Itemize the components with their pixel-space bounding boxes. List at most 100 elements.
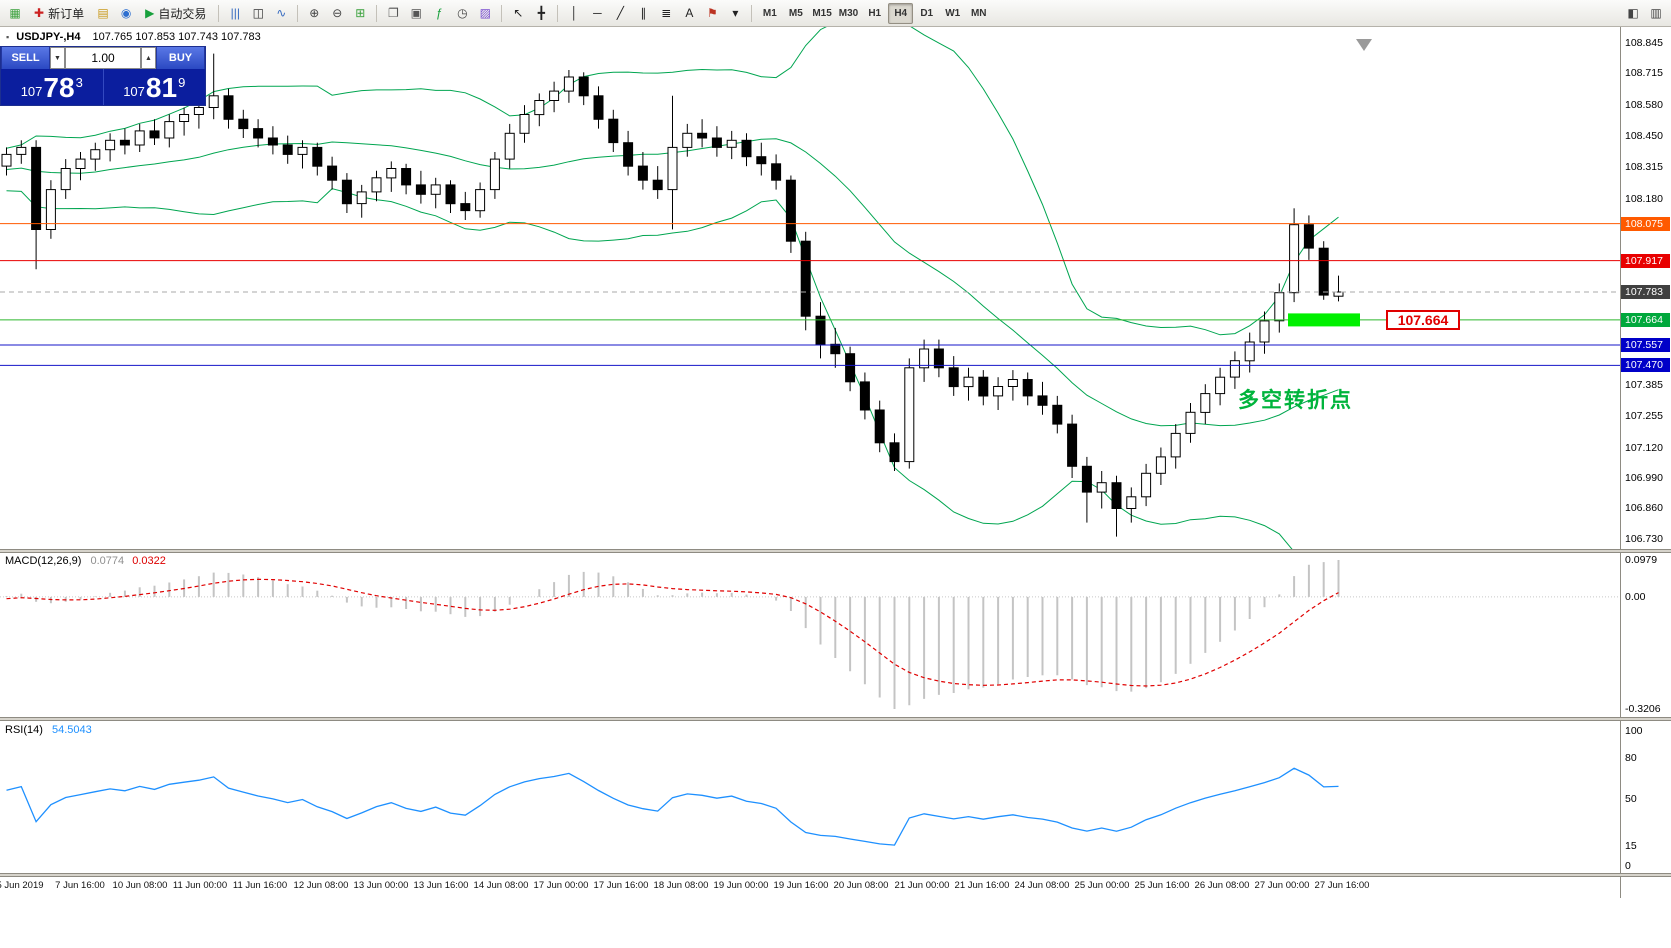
candle-body: [445, 184, 456, 205]
bar-chart-button-icon: |||: [230, 6, 240, 20]
toolbar-separator: [218, 4, 220, 22]
candle-body: [711, 137, 722, 148]
candle-body: [771, 163, 782, 181]
profiles-button[interactable]: ▤: [92, 3, 114, 24]
timeframe-h4[interactable]: H4: [888, 2, 914, 24]
timeframe-w1[interactable]: W1: [945, 7, 961, 19]
horizontal-line-button[interactable]: ─: [586, 3, 608, 24]
candle-body: [401, 168, 412, 186]
price-flag[interactable]: 107.664: [1386, 310, 1460, 330]
candlestick-chart-button[interactable]: ◫: [247, 3, 269, 24]
candle-body: [623, 142, 634, 167]
market-watch-button-icon: ◉: [120, 6, 132, 20]
candle-body: [1274, 292, 1285, 322]
price-axis-line: [1620, 27, 1621, 898]
rsi-panel[interactable]: [0, 721, 1671, 873]
candle-body: [489, 158, 500, 191]
timeframe-m30[interactable]: M30: [838, 7, 859, 19]
highlight-zone[interactable]: [1288, 313, 1360, 327]
vertical-line-button-icon: │: [570, 6, 579, 20]
text-button[interactable]: A: [678, 3, 700, 24]
annotation-text[interactable]: 多空转折点: [1238, 389, 1353, 412]
timeframe-h1[interactable]: H1: [868, 7, 882, 19]
new-order-button[interactable]: ✚ 新订单: [27, 3, 91, 24]
toolbar-right: ◧ ▥: [1622, 3, 1667, 24]
macd-signal-line: [6, 578, 1339, 687]
trendline-button[interactable]: ╱: [609, 3, 631, 24]
macd-axis-value: -0.3206: [1625, 703, 1661, 715]
lot-decrease-button[interactable]: ▼: [50, 47, 65, 69]
timeframe-d1[interactable]: D1: [920, 7, 934, 19]
market-watch-button[interactable]: ◉: [115, 3, 137, 24]
new-chart-button[interactable]: ▦: [4, 3, 26, 24]
panel-splitter[interactable]: [0, 549, 1671, 553]
cursor-button[interactable]: ↖: [507, 3, 529, 24]
periods-button[interactable]: ◷: [451, 3, 473, 24]
buy-button[interactable]: BUY: [156, 47, 205, 69]
price-badge-107.783: 107.783: [1621, 285, 1670, 299]
vertical-line-button[interactable]: │: [563, 3, 585, 24]
price-tick: 106.990: [1625, 472, 1663, 484]
buy-price[interactable]: 107 81 9: [102, 69, 206, 105]
candle-body: [1052, 404, 1063, 425]
candle-body: [356, 191, 367, 205]
main-chart[interactable]: [0, 27, 1671, 549]
trendline-button-icon: ╱: [616, 6, 624, 20]
toolbar-separator: [557, 4, 559, 22]
sell-button[interactable]: SELL: [1, 47, 50, 69]
arrow-label-button[interactable]: ⚑: [701, 3, 723, 24]
algo-trading-button[interactable]: ▶ 自动交易: [138, 3, 213, 24]
line-chart-button[interactable]: ∿: [270, 3, 292, 24]
lot-size-input[interactable]: [65, 47, 141, 69]
candle-body: [919, 348, 930, 369]
zoom-out-button[interactable]: ⊖: [326, 3, 348, 24]
candle-body: [933, 348, 944, 369]
candle-body: [1067, 423, 1078, 467]
lot-increase-button[interactable]: ▲: [141, 47, 156, 69]
cascade-windows-button[interactable]: ▣: [405, 3, 427, 24]
candle-body: [105, 139, 116, 151]
candle-body: [238, 118, 249, 130]
timeframe-m1[interactable]: M1: [762, 7, 777, 19]
time-label: 10 Jun 08:00: [112, 880, 168, 891]
tile-windows-button[interactable]: ⊞: [349, 3, 371, 24]
arrange-windows-button[interactable]: ❐: [382, 3, 404, 24]
zoom-in-button-icon: ⊕: [309, 6, 320, 20]
templates-button[interactable]: ▨: [474, 3, 496, 24]
candle-body: [874, 409, 885, 444]
channel-button[interactable]: ∥: [632, 3, 654, 24]
panel-splitter[interactable]: [0, 873, 1671, 877]
panel-splitter[interactable]: [0, 717, 1671, 721]
candle-body: [16, 146, 27, 155]
candle-body: [948, 367, 959, 388]
candle-body: [297, 146, 308, 155]
fibonacci-button[interactable]: ≣: [655, 3, 677, 24]
layout-button[interactable]: ▥: [1645, 3, 1667, 24]
one-click-trading-panel: SELL ▼ ▲ BUY 107 78 3 107 81 9: [0, 46, 206, 106]
macd-label: MACD(12,26,9): [5, 555, 82, 567]
toolbar: ▦ ✚ 新订单 ▤ ◉ ▶ 自动交易 ||| ◫ ∿ ⊕ ⊖ ⊞ ❐ ▣ ƒ ◷ ▨ ↖ ╋ │ ─ ╱ ∥ ≣ A ⚑ ▾ M1 M5 M…: [0, 0, 1671, 27]
timeframe-m15[interactable]: M15: [812, 7, 832, 19]
indicators-button[interactable]: ƒ: [428, 3, 450, 24]
candle-body: [682, 132, 693, 148]
candle-body: [1333, 291, 1344, 297]
timeframe-m5[interactable]: M5: [788, 7, 803, 19]
indicators-button-icon: ƒ: [435, 6, 443, 20]
ohlc-values: 107.765 107.853 107.743 107.783: [92, 31, 261, 43]
sell-price[interactable]: 107 78 3: [1, 69, 103, 105]
trade-panel-prices: 107 78 3 107 81 9: [1, 69, 205, 105]
price-tick: 108.450: [1625, 130, 1663, 142]
new-order-button-label: 新订单: [48, 6, 85, 21]
macd-panel[interactable]: [0, 552, 1671, 717]
zoom-in-button[interactable]: ⊕: [303, 3, 325, 24]
price-badge-107.917: 107.917: [1621, 254, 1670, 268]
shapes-dropdown[interactable]: ▾: [724, 3, 746, 24]
candle-body: [726, 139, 737, 148]
bar-chart-button[interactable]: |||: [224, 3, 246, 24]
dock-panel-button[interactable]: ◧: [1622, 3, 1644, 24]
price-tick: 106.860: [1625, 502, 1663, 514]
timeframe-mn[interactable]: MN: [970, 7, 987, 19]
candle-body: [504, 132, 515, 160]
chart-shift-marker[interactable]: [1356, 39, 1372, 51]
crosshair-button[interactable]: ╋: [530, 3, 552, 24]
